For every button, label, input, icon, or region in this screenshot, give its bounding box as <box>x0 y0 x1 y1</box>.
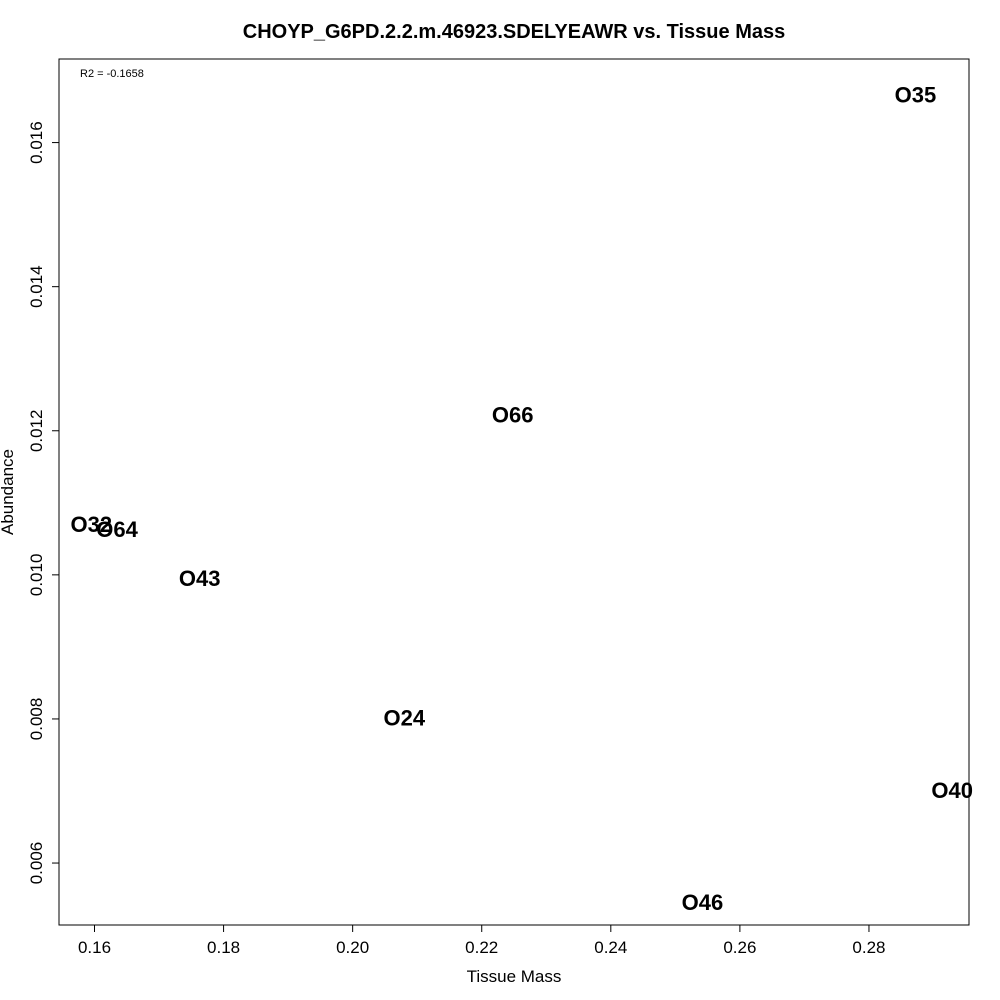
point-label-o35: O35 <box>895 83 937 108</box>
r2-annotation: R2 = -0.1658 <box>80 68 144 80</box>
x-tick-label: 0.26 <box>723 938 756 957</box>
x-tick-label: 0.20 <box>336 938 369 957</box>
point-label-o46: O46 <box>682 890 724 915</box>
point-label-o40: O40 <box>931 778 973 803</box>
x-tick-label: 0.24 <box>594 938 627 957</box>
x-tick-label: 0.18 <box>207 938 240 957</box>
y-tick-label: 0.008 <box>27 698 46 741</box>
y-tick-label: 0.010 <box>27 554 46 597</box>
x-tick-label: 0.22 <box>465 938 498 957</box>
point-label-o66: O66 <box>492 402 534 427</box>
x-axis-label: Tissue Mass <box>467 967 562 986</box>
y-tick-label: 0.006 <box>27 842 46 885</box>
y-tick-label: 0.012 <box>27 409 46 452</box>
point-label-o32: O32 <box>70 512 112 537</box>
chart-title: CHOYP_G6PD.2.2.m.46923.SDELYEAWR vs. Tis… <box>243 21 785 43</box>
x-tick-label: 0.28 <box>852 938 885 957</box>
point-label-o24: O24 <box>383 706 425 731</box>
y-axis: 0.006 0.008 0.010 0.012 0.014 0.016 <box>27 121 60 885</box>
plot-frame <box>58 58 970 926</box>
x-tick-label: 0.16 <box>78 938 111 957</box>
point-label-o43: O43 <box>179 566 221 591</box>
point-label-o64: O64 <box>96 517 138 542</box>
y-tick-label: 0.014 <box>27 265 46 308</box>
y-tick-label: 0.016 <box>27 121 46 164</box>
y-axis-label: Abundance <box>0 449 17 535</box>
x-axis: 0.16 0.18 0.20 0.22 0.24 0.26 0.28 <box>78 924 886 957</box>
